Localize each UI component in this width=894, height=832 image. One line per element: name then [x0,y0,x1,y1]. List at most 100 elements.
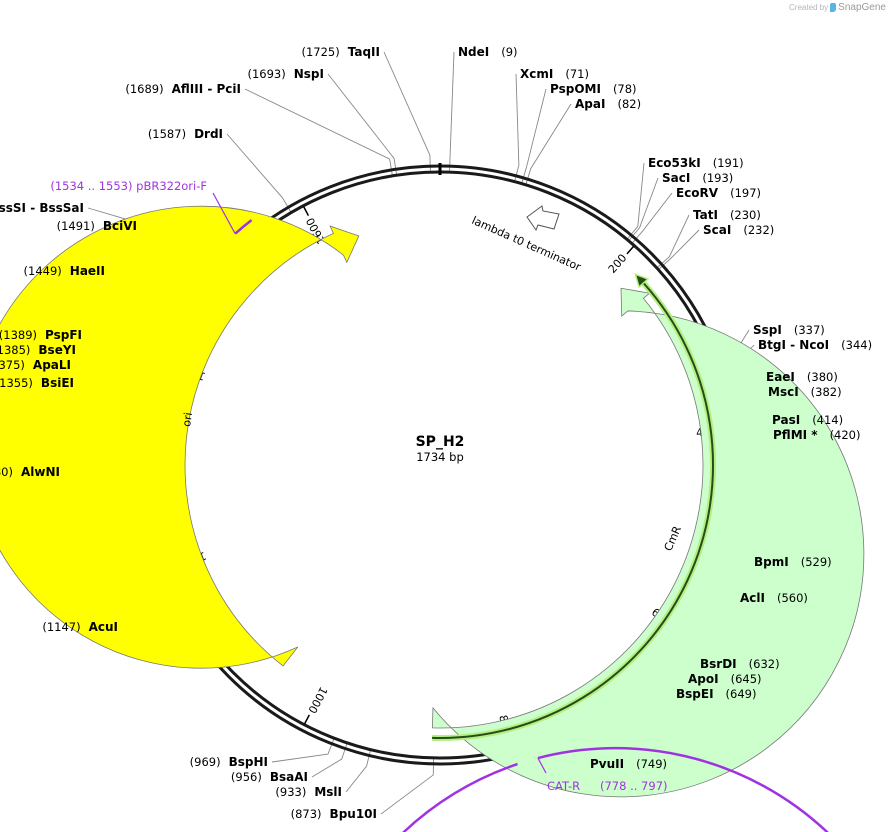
restriction-site[interactable]: AclI (560) [740,591,808,605]
restriction-site[interactable]: (873) Bpu10I [291,807,377,821]
restriction-site[interactable]: PvuII (749) [590,757,667,771]
site-label[interactable]: (1280) AlwNI [0,465,60,479]
site-label[interactable]: (1689) AflIII - PciI [125,82,241,96]
site-label[interactable]: ApoI (645) [688,672,762,686]
site-label[interactable]: BsrDI (632) [700,657,780,671]
restriction-site[interactable]: (1355) BsiEI [0,376,74,390]
site-name: BspHI [229,755,268,769]
site-label[interactable]: PspOMI (78) [550,82,637,96]
site-label[interactable]: (1389) PspFI [0,328,82,342]
tick-label: 200 [606,251,630,275]
site-label[interactable]: NdeI (9) [458,45,518,59]
site-label[interactable]: Eco53kI (191) [648,156,744,170]
site-name: ApaLI [33,358,71,372]
restriction-site[interactable]: SspI (337) [753,323,825,337]
restriction-site[interactable]: EaeI (380) [766,370,838,384]
restriction-site[interactable]: (1385) BseYI [0,343,76,357]
site-name: BsaAI [270,770,308,784]
site-label[interactable]: EcoRV (197) [676,186,761,200]
restriction-site[interactable]: XcmI (71) [520,67,589,81]
restriction-site[interactable]: BpmI (529) [754,555,832,569]
restriction-site[interactable]: (1449) HaeII [24,264,105,278]
site-leader-line [521,88,547,183]
restriction-site[interactable]: (1587) DrdI [148,127,223,141]
restriction-site[interactable]: (969) BspHI [190,755,268,769]
site-label[interactable]: ScaI (232) [703,223,774,237]
restriction-site[interactable]: ApoI (645) [688,672,762,686]
site-label[interactable]: BtgI - NcoI (344) [758,338,872,352]
restriction-site[interactable]: PspOMI (78) [550,82,637,96]
site-position: (344) [841,338,872,352]
restriction-site[interactable]: PasI (414) [772,413,843,427]
site-label[interactable]: (1355) BsiEI [0,376,74,390]
restriction-site[interactable]: (1280) AlwNI [0,465,60,479]
restriction-site[interactable]: (1689) AflIII - PciI [125,82,241,96]
site-name: Bpu10I [330,807,377,821]
site-position: (420) [830,428,861,442]
site-name: PvuII [590,757,624,771]
site-label[interactable]: (969) BspHI [190,755,268,769]
site-label[interactable]: TatI (230) [693,208,761,222]
site-label[interactable]: ApaI (82) [575,97,641,111]
site-label[interactable]: (1385) BseYI [0,343,76,357]
site-label[interactable]: (933) MslI [275,785,342,799]
restriction-site[interactable]: (1389) PspFI [0,328,82,342]
site-name: PspOMI [550,82,601,96]
restriction-site[interactable]: (1375) ApaLI [0,358,71,372]
site-label[interactable]: (1693) NspI [248,67,325,81]
site-label[interactable]: (1516)BssSI - BssSaI [0,201,84,215]
restriction-site[interactable]: BtgI - NcoI (344) [758,338,872,352]
restriction-site[interactable]: NdeI (9) [458,45,518,59]
restriction-site[interactable]: BsrDI (632) [700,657,780,671]
site-name: MslI [314,785,342,799]
site-label[interactable]: XcmI (71) [520,67,589,81]
restriction-site[interactable]: ApaI (82) [575,97,641,111]
site-label[interactable]: (873) Bpu10I [291,807,377,821]
site-position: (380) [807,370,838,384]
restriction-site[interactable]: (1725) TaqII [301,45,380,59]
lambda-t0-terminator-label: lambda t0 terminator [470,214,584,274]
restriction-site[interactable]: (956) BsaAI [231,770,308,784]
restriction-site[interactable]: (1147) AcuI [42,620,118,634]
site-label[interactable]: SspI (337) [753,323,825,337]
site-label[interactable]: AclI (560) [740,591,808,605]
site-label[interactable]: (1147) AcuI [42,620,118,634]
primer-marks: (1534 .. 1553) pBR322ori-F CAT-R (778 .. 7… [50,179,894,832]
site-position: (956) [231,770,262,784]
cmr-feature-arrow[interactable] [431,287,865,798]
site-label[interactable]: (1449) HaeII [24,264,105,278]
restriction-site[interactable]: ScaI (232) [703,223,774,237]
restriction-site[interactable]: MscI (382) [768,385,842,399]
restriction-site[interactable]: EcoRV (197) [676,186,761,200]
site-position: (78) [613,82,637,96]
site-label[interactable]: BspEI (649) [676,687,756,701]
site-label[interactable]: PflMI * (420) [773,428,861,442]
site-label[interactable]: PasI (414) [772,413,843,427]
restriction-site[interactable]: PflMI * (420) [773,428,861,442]
site-label[interactable]: BpmI (529) [754,555,832,569]
site-label[interactable]: (1587) DrdI [148,127,223,141]
restriction-site[interactable]: (1516)BssSI - BssSaI [0,201,84,215]
site-label[interactable]: (1375) ApaLI [0,358,71,372]
restriction-site[interactable]: TatI (230) [693,208,761,222]
site-position: (71) [565,67,589,81]
site-name: BseYI [38,343,76,357]
site-position: (82) [617,97,641,111]
restriction-site[interactable]: (1693) NspI [248,67,325,81]
lambda-t0-terminator-arrow-icon[interactable] [526,205,560,232]
site-label[interactable]: PvuII (749) [590,757,667,771]
site-label[interactable]: MscI (382) [768,385,842,399]
site-label[interactable]: EaeI (380) [766,370,838,384]
restriction-site[interactable]: BspEI (649) [676,687,756,701]
restriction-site[interactable]: (1491) BciVI [57,219,137,233]
ori-feature-arrow[interactable] [0,205,360,669]
site-label[interactable]: (1491) BciVI [57,219,137,233]
restriction-site[interactable]: SacI (193) [662,171,733,185]
site-label[interactable]: (1725) TaqII [301,45,380,59]
site-leader-line [525,103,572,185]
site-label[interactable]: SacI (193) [662,171,733,185]
site-label[interactable]: (956) BsaAI [231,770,308,784]
restriction-site[interactable]: (933) MslI [275,785,342,799]
restriction-site[interactable]: Eco53kI (191) [648,156,744,170]
cat-r-primer-mark[interactable] [306,746,894,832]
